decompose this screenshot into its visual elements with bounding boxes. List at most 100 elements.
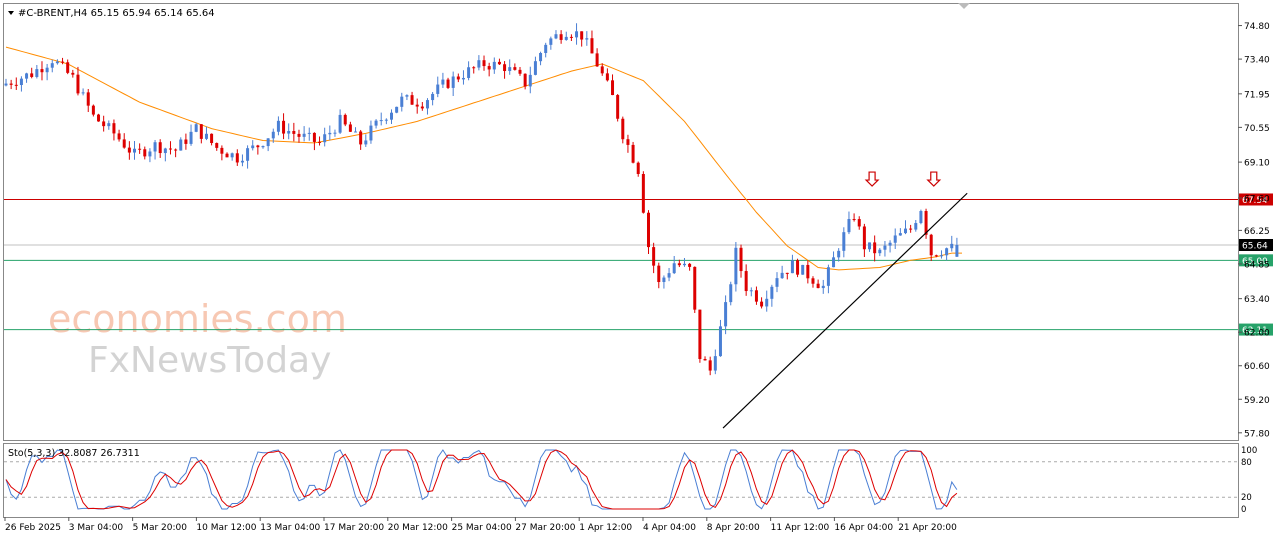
time-axis-label: 27 Mar 20:00 <box>515 523 575 533</box>
candle-body <box>852 219 856 221</box>
current-price-label: 65.64 <box>1242 241 1268 251</box>
price-axis-label: 62.00 <box>1244 329 1270 339</box>
candle-body <box>374 120 378 126</box>
candle-body <box>616 95 620 119</box>
trendline-group <box>722 192 968 429</box>
chart-shift-marker[interactable] <box>958 3 970 9</box>
candle-body <box>199 124 203 139</box>
stochastic-axis-label: 80 <box>1241 458 1252 468</box>
price-axis-label: 73.40 <box>1244 56 1270 66</box>
candle-body <box>133 148 136 153</box>
candle-body <box>446 79 450 88</box>
stochastic-lines <box>4 449 1238 510</box>
time-axis-label: 16 Apr 04:00 <box>834 523 893 533</box>
candle-body <box>194 124 198 132</box>
candle-body <box>765 298 769 307</box>
candle-body <box>904 228 907 234</box>
candle-body <box>76 74 80 94</box>
candle-body <box>55 61 59 64</box>
candle-body <box>97 114 101 122</box>
candle-body <box>914 223 918 230</box>
candle-body <box>472 67 476 69</box>
candle-body <box>590 38 594 54</box>
candle-body <box>533 61 537 75</box>
candle-body <box>25 73 29 79</box>
candle-body <box>19 78 23 86</box>
candle-body <box>215 143 219 148</box>
candle-body <box>425 100 429 109</box>
candle-body <box>770 286 774 299</box>
candle-body <box>549 38 553 45</box>
candle-body <box>739 247 743 272</box>
candle-body <box>251 145 255 149</box>
candle-body <box>189 131 193 144</box>
candle-body <box>287 130 291 134</box>
time-axis-label: 11 Apr 12:00 <box>771 523 830 533</box>
candle-body <box>580 31 584 40</box>
candle-body <box>718 326 722 357</box>
candle-body <box>384 119 388 121</box>
candle-body <box>318 141 322 143</box>
candle-body <box>282 120 286 134</box>
stochastic-header: Sto(5,3,3) 32.8087 26.7311 <box>8 448 140 459</box>
price-axis-label: 60.60 <box>1244 362 1270 372</box>
stochastic-axis: 100 80 20 0 <box>1241 446 1257 515</box>
candle-body <box>390 112 393 120</box>
candle-body <box>909 228 913 230</box>
time-axis-label: 25 Mar 04:00 <box>452 523 512 533</box>
candle-body <box>667 273 671 278</box>
candle-body <box>806 264 810 279</box>
level-label-box <box>1239 254 1273 267</box>
candle-body <box>45 67 49 73</box>
candle-body <box>225 153 229 158</box>
candle-body <box>729 284 733 303</box>
candle-body <box>754 290 758 302</box>
candle-body <box>878 249 882 254</box>
symbol-dropdown-icon[interactable] <box>8 11 14 15</box>
candle-body <box>790 260 794 274</box>
candle-body <box>415 104 419 107</box>
candle-body <box>410 95 414 105</box>
candle-body <box>297 133 301 137</box>
candle-body <box>898 233 902 236</box>
candle-body <box>528 74 532 87</box>
candle-body <box>400 96 404 107</box>
candle-body <box>713 356 717 371</box>
candle-body <box>559 34 563 40</box>
candle-body <box>569 36 573 38</box>
candle-body <box>955 244 959 257</box>
candle-body <box>862 226 866 250</box>
candle-body <box>564 36 568 40</box>
candle-body <box>513 67 517 70</box>
candle-body <box>112 123 116 134</box>
candle-body <box>91 105 95 115</box>
stochastic-axis-label: 100 <box>1241 446 1257 456</box>
candle-body <box>333 132 337 134</box>
candle-body <box>66 62 70 73</box>
candle-body <box>240 160 244 163</box>
candle-body <box>934 255 938 257</box>
time-axis-label: 10 Mar 12:00 <box>196 523 256 533</box>
time-axis-label: 17 Mar 20:00 <box>324 523 384 533</box>
time-axis-label: 8 Apr 20:00 <box>707 523 760 533</box>
candle-body <box>307 132 311 134</box>
moving-average <box>5 46 962 271</box>
stochastic-signal-line <box>5 449 958 510</box>
price-axis-label: 67.60 <box>1244 195 1270 205</box>
candle-body <box>102 121 106 127</box>
candle-body <box>544 44 548 54</box>
candle-body <box>230 153 234 158</box>
candle-body <box>636 162 640 174</box>
watermark-economies: economies.com <box>48 297 347 341</box>
candle-body <box>847 219 851 233</box>
candles <box>4 23 959 376</box>
candle-body <box>292 130 296 134</box>
candle-body <box>698 309 702 360</box>
candle-body <box>436 84 440 94</box>
candle-body <box>672 263 676 274</box>
candle-body <box>431 93 435 101</box>
signal-arrows <box>864 171 942 187</box>
level-label: 65.00 <box>1242 257 1268 267</box>
